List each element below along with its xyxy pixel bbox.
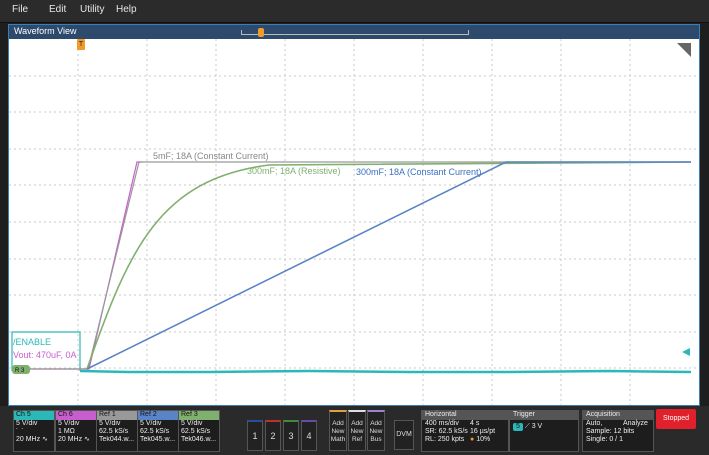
badge-ch6-scale: 5 V/div — [58, 420, 80, 427]
acquisition-single: Single: 0 / 1 — [586, 436, 623, 443]
graticule — [9, 39, 699, 405]
add-new-bus-button[interactable]: Add New Bus — [367, 410, 385, 451]
trace-enable — [11, 331, 81, 371]
badge-ref1-file: Tek044.w... — [99, 436, 135, 443]
badge-ch6-impedance: 1 MΩ — [58, 428, 75, 435]
horizontal-panel[interactable]: Horizontal 400 ms/div 4 s SR: 62.5 kS/s 16… — [421, 410, 509, 452]
label-5mf: 5mF; 18A (Constant Current) — [153, 151, 269, 161]
badge-ch5[interactable]: Ch 5 5 V/div ⌒ 20 MHz ∿ — [13, 410, 55, 452]
menu-bar: File Edit Utility Help — [0, 0, 709, 23]
label-300mf-resistive: 300mF; 18A (Resistive) — [247, 166, 341, 176]
run-stop-status-button[interactable]: Stopped — [656, 409, 696, 429]
horizontal-record-length: RL: 250 kpts — [425, 436, 465, 443]
horizontal-resolution: 16 µs/pt — [470, 428, 496, 435]
label-enable: /ENABLE — [13, 337, 51, 347]
trigger-panel[interactable]: Trigger 5 ⟋ 3 V — [509, 410, 579, 452]
channel-1-button[interactable]: 1 — [247, 420, 263, 451]
badge-ref3-rate: 62.5 kS/s — [181, 428, 211, 435]
acquisition-mode: Auto, — [586, 420, 603, 427]
plot-area[interactable]: 5mF; 18A (Constant Current) 300mF; 18A (… — [9, 39, 699, 405]
horizontal-sample-rate: SR: 62.5 kS/s — [425, 428, 468, 435]
acquisition-panel[interactable]: Acquisition Auto, Analyze Sample: 12 bits… — [582, 410, 654, 452]
zoom-corner-icon[interactable] — [677, 43, 691, 57]
ref3-marker-label: R 3 — [15, 368, 25, 374]
ref3-marker[interactable] — [12, 365, 30, 374]
horizontal-title: Horizontal — [422, 411, 508, 420]
acquisition-title: Acquisition — [583, 411, 653, 420]
label-300mf-cc: 300mF; 18A (Constant Current) — [356, 167, 482, 177]
channel-2-button[interactable]: 2 — [265, 420, 281, 451]
dvm-button[interactable]: DVM — [394, 420, 414, 450]
waveform-view-title: Waveform View — [14, 26, 77, 36]
badge-ref2-scale: 5 V/div — [140, 420, 162, 427]
waveform-svg: 5mF; 18A (Constant Current) 300mF; 18A (… — [9, 39, 699, 405]
record-ruler[interactable] — [241, 30, 469, 35]
waveform-view[interactable]: Waveform View — [8, 24, 700, 406]
badge-ref1[interactable]: Ref 1 5 V/div 62.5 kS/s Tek044.w... — [96, 410, 138, 452]
trace-300mf-resistive — [86, 161, 692, 370]
badge-ref3-scale: 5 V/div — [181, 420, 203, 427]
horizontal-scale: 400 ms/div — [425, 420, 459, 427]
badge-ref3-file: Tek046.w... — [181, 436, 217, 443]
horizontal-position: 10% — [476, 436, 491, 443]
waveform-view-titlebar: Waveform View — [9, 25, 699, 39]
trigger-level: 3 V — [531, 423, 543, 430]
horizontal-duration: 4 s — [470, 420, 480, 427]
rising-edge-icon: ⟋ — [524, 423, 530, 430]
add-new-ref-button[interactable]: Add New Ref — [348, 410, 366, 451]
label-vout: Vout: 470uF, 0A — [13, 350, 77, 360]
trace-ch5-noise — [79, 369, 692, 374]
position-icon: ● — [470, 436, 475, 443]
badge-ref1-title: Ref 1 — [97, 411, 137, 420]
level-arrow-icon[interactable] — [682, 348, 690, 356]
badge-ch6[interactable]: Ch 6 5 V/div 1 MΩ 20 MHz ∿ — [55, 410, 97, 452]
badge-ref1-scale: 5 V/div — [99, 420, 121, 427]
channel-4-button[interactable]: 4 — [301, 420, 317, 451]
add-new-math-button[interactable]: Add New Math — [329, 410, 347, 451]
badge-ch6-title: Ch 6 — [56, 411, 96, 420]
trigger-title: Trigger — [510, 411, 578, 420]
badge-ref3[interactable]: Ref 3 5 V/div 62.5 kS/s Tek046.w... — [178, 410, 220, 452]
badge-ref1-rate: 62.5 kS/s — [99, 428, 129, 435]
menu-help[interactable]: Help — [116, 4, 137, 15]
menu-edit[interactable]: Edit — [49, 4, 67, 15]
trigger-position-marker[interactable] — [258, 28, 264, 37]
badge-ch5-scale: 5 V/div — [16, 420, 38, 427]
badge-ref2-rate: 62.5 kS/s — [140, 428, 170, 435]
badge-ref2-title: Ref 2 — [138, 411, 178, 420]
badge-ch5-coupling: ⌒ — [16, 428, 23, 435]
menu-file[interactable]: File — [12, 4, 29, 15]
badge-ref2[interactable]: Ref 2 5 V/div 62.5 kS/s Tek045.w... — [137, 410, 179, 452]
trigger-source: 5 — [513, 423, 523, 431]
channel-3-button[interactable]: 3 — [283, 420, 299, 451]
badge-ch5-bw: 20 MHz ∿ — [16, 436, 48, 443]
badge-ch6-bw: 20 MHz ∿ — [58, 436, 90, 443]
trace-300mf-cc — [86, 161, 691, 370]
acquisition-analyze: Analyze — [623, 420, 648, 427]
menu-utility[interactable]: Utility — [80, 4, 105, 15]
badge-ref2-file: Tek045.w... — [140, 436, 176, 443]
trace-5mf — [12, 161, 691, 370]
badge-ch5-title: Ch 5 — [14, 411, 54, 420]
acquisition-sample: Sample: 12 bits — [586, 428, 635, 435]
trigger-t-marker[interactable]: T — [77, 39, 85, 50]
badge-ref3-title: Ref 3 — [179, 411, 219, 420]
